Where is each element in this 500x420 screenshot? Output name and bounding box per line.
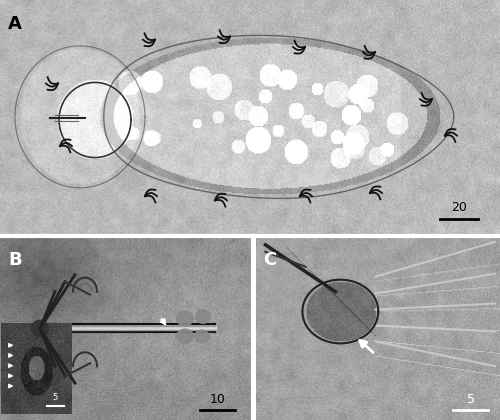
Text: 20: 20 [451,201,467,214]
Circle shape [32,320,48,336]
Text: C: C [264,251,276,269]
Text: 10: 10 [210,393,226,406]
Text: 5: 5 [466,393,474,406]
Ellipse shape [195,331,209,342]
Ellipse shape [177,329,193,344]
Text: B: B [8,251,22,269]
Text: A: A [8,15,22,33]
Ellipse shape [177,312,193,326]
Ellipse shape [196,310,210,323]
